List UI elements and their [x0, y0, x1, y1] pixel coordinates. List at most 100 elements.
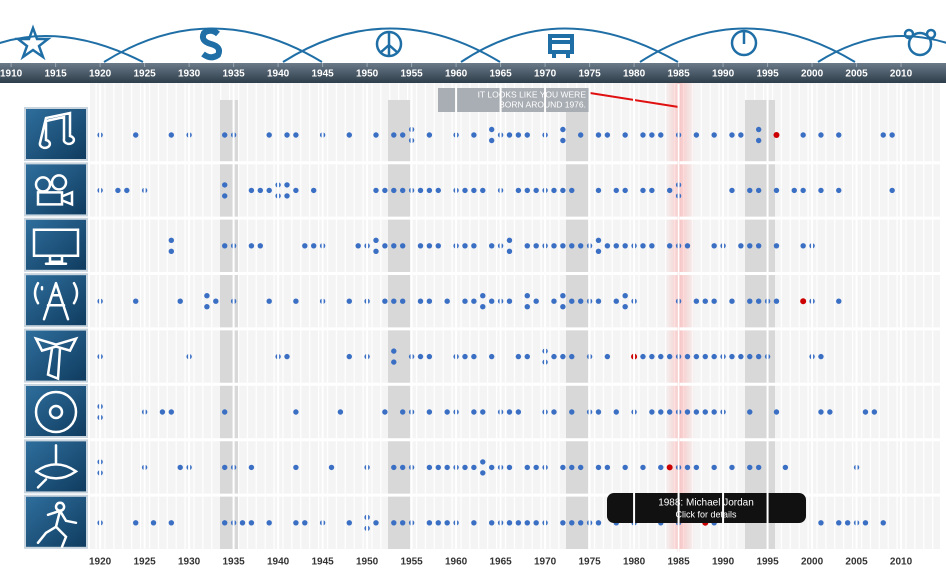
event-dot[interactable]	[791, 187, 797, 194]
event-dot[interactable]	[293, 132, 299, 138]
event-dot[interactable]	[373, 237, 379, 243]
event-dot[interactable]	[284, 193, 290, 199]
event-dot[interactable]	[595, 298, 602, 304]
event-dot[interactable]	[551, 243, 557, 249]
event-dot[interactable]	[444, 298, 450, 304]
event-dot[interactable]	[524, 293, 530, 299]
event-dot[interactable]	[533, 520, 539, 526]
event-dot[interactable]	[124, 187, 130, 194]
event-dot[interactable]	[266, 298, 272, 304]
event-dot[interactable]	[818, 132, 824, 138]
event-dot[interactable]	[684, 409, 691, 415]
event-dot[interactable]	[168, 237, 175, 243]
event-dot[interactable]	[524, 304, 530, 310]
event-dot[interactable]	[604, 353, 611, 360]
event-dot[interactable]	[266, 187, 272, 194]
event-dot[interactable]	[213, 298, 219, 304]
event-dot[interactable]	[346, 298, 352, 304]
event-dot[interactable]	[604, 243, 611, 249]
event-dot[interactable]	[640, 187, 646, 194]
event-dot[interactable]	[649, 187, 655, 194]
highlighted-dot[interactable]	[666, 464, 673, 471]
event-dot[interactable]	[551, 187, 557, 194]
event-dot[interactable]	[551, 298, 557, 304]
event-dot[interactable]	[399, 520, 406, 526]
event-dot[interactable]	[444, 409, 450, 415]
event-dot[interactable]	[222, 193, 228, 199]
event-dot[interactable]	[747, 298, 753, 304]
event-dot[interactable]	[640, 464, 646, 471]
event-dot[interactable]	[569, 243, 575, 249]
event-dot[interactable]	[391, 132, 397, 138]
event-dot[interactable]	[693, 132, 700, 138]
event-dot[interactable]	[426, 409, 433, 415]
event-dot[interactable]	[426, 464, 433, 471]
event-dot[interactable]	[711, 298, 717, 304]
event-dot[interactable]	[133, 520, 139, 526]
event-dot[interactable]	[702, 298, 708, 304]
event-dot[interactable]	[488, 243, 495, 249]
event-dot[interactable]	[729, 464, 735, 471]
event-dot[interactable]	[515, 409, 522, 415]
event-dot[interactable]	[506, 464, 513, 471]
event-dot[interactable]	[622, 464, 628, 471]
event-dot[interactable]	[284, 132, 290, 138]
event-dot[interactable]	[640, 132, 646, 138]
event-dot[interactable]	[222, 182, 228, 188]
event-dot[interactable]	[773, 298, 780, 304]
event-dot[interactable]	[622, 293, 628, 299]
event-dot[interactable]	[666, 243, 673, 249]
event-dot[interactable]	[551, 353, 557, 360]
event-dot[interactable]	[702, 409, 708, 415]
event-dot[interactable]	[471, 464, 477, 471]
tooltip[interactable]	[607, 493, 806, 523]
event-dot[interactable]	[533, 187, 539, 194]
event-dot[interactable]	[346, 520, 352, 526]
event-dot[interactable]	[684, 464, 691, 471]
event-dot[interactable]	[239, 520, 246, 526]
event-dot[interactable]	[462, 243, 468, 249]
event-dot[interactable]	[168, 132, 175, 138]
event-dot[interactable]	[729, 353, 735, 360]
event-dot[interactable]	[666, 187, 673, 194]
event-dot[interactable]	[426, 298, 433, 304]
event-dot[interactable]	[755, 126, 762, 133]
event-dot[interactable]	[729, 187, 735, 194]
event-dot[interactable]	[880, 520, 886, 526]
event-dot[interactable]	[488, 126, 495, 133]
event-dot[interactable]	[373, 248, 379, 254]
event-dot[interactable]	[613, 298, 619, 304]
event-dot[interactable]	[248, 464, 255, 471]
event-dot[interactable]	[613, 409, 619, 415]
event-dot[interactable]	[649, 132, 655, 138]
event-dot[interactable]	[391, 243, 397, 249]
event-dot[interactable]	[426, 187, 433, 194]
event-dot[interactable]	[480, 293, 486, 299]
event-dot[interactable]	[889, 132, 895, 138]
event-dot[interactable]	[355, 243, 361, 249]
event-dot[interactable]	[328, 464, 335, 471]
event-dot[interactable]	[524, 132, 530, 138]
event-dot[interactable]	[444, 520, 450, 526]
event-dot[interactable]	[836, 298, 842, 304]
event-dot[interactable]	[693, 409, 700, 415]
event-dot[interactable]	[159, 409, 166, 415]
event-dot[interactable]	[595, 409, 602, 415]
event-dot[interactable]	[640, 243, 646, 249]
event-dot[interactable]	[257, 187, 264, 194]
event-dot[interactable]	[133, 298, 139, 304]
event-dot[interactable]	[613, 243, 619, 249]
event-dot[interactable]	[595, 248, 602, 254]
event-dot[interactable]	[711, 243, 717, 249]
event-dot[interactable]	[248, 187, 255, 194]
event-dot[interactable]	[471, 132, 477, 138]
event-dot[interactable]	[569, 464, 575, 471]
event-dot[interactable]	[488, 137, 495, 144]
event-dot[interactable]	[738, 132, 744, 138]
event-dot[interactable]	[382, 298, 388, 304]
event-dot[interactable]	[755, 187, 762, 194]
event-dot[interactable]	[595, 187, 602, 194]
event-dot[interactable]	[836, 132, 842, 138]
event-dot[interactable]	[471, 520, 477, 526]
event-dot[interactable]	[391, 464, 397, 471]
